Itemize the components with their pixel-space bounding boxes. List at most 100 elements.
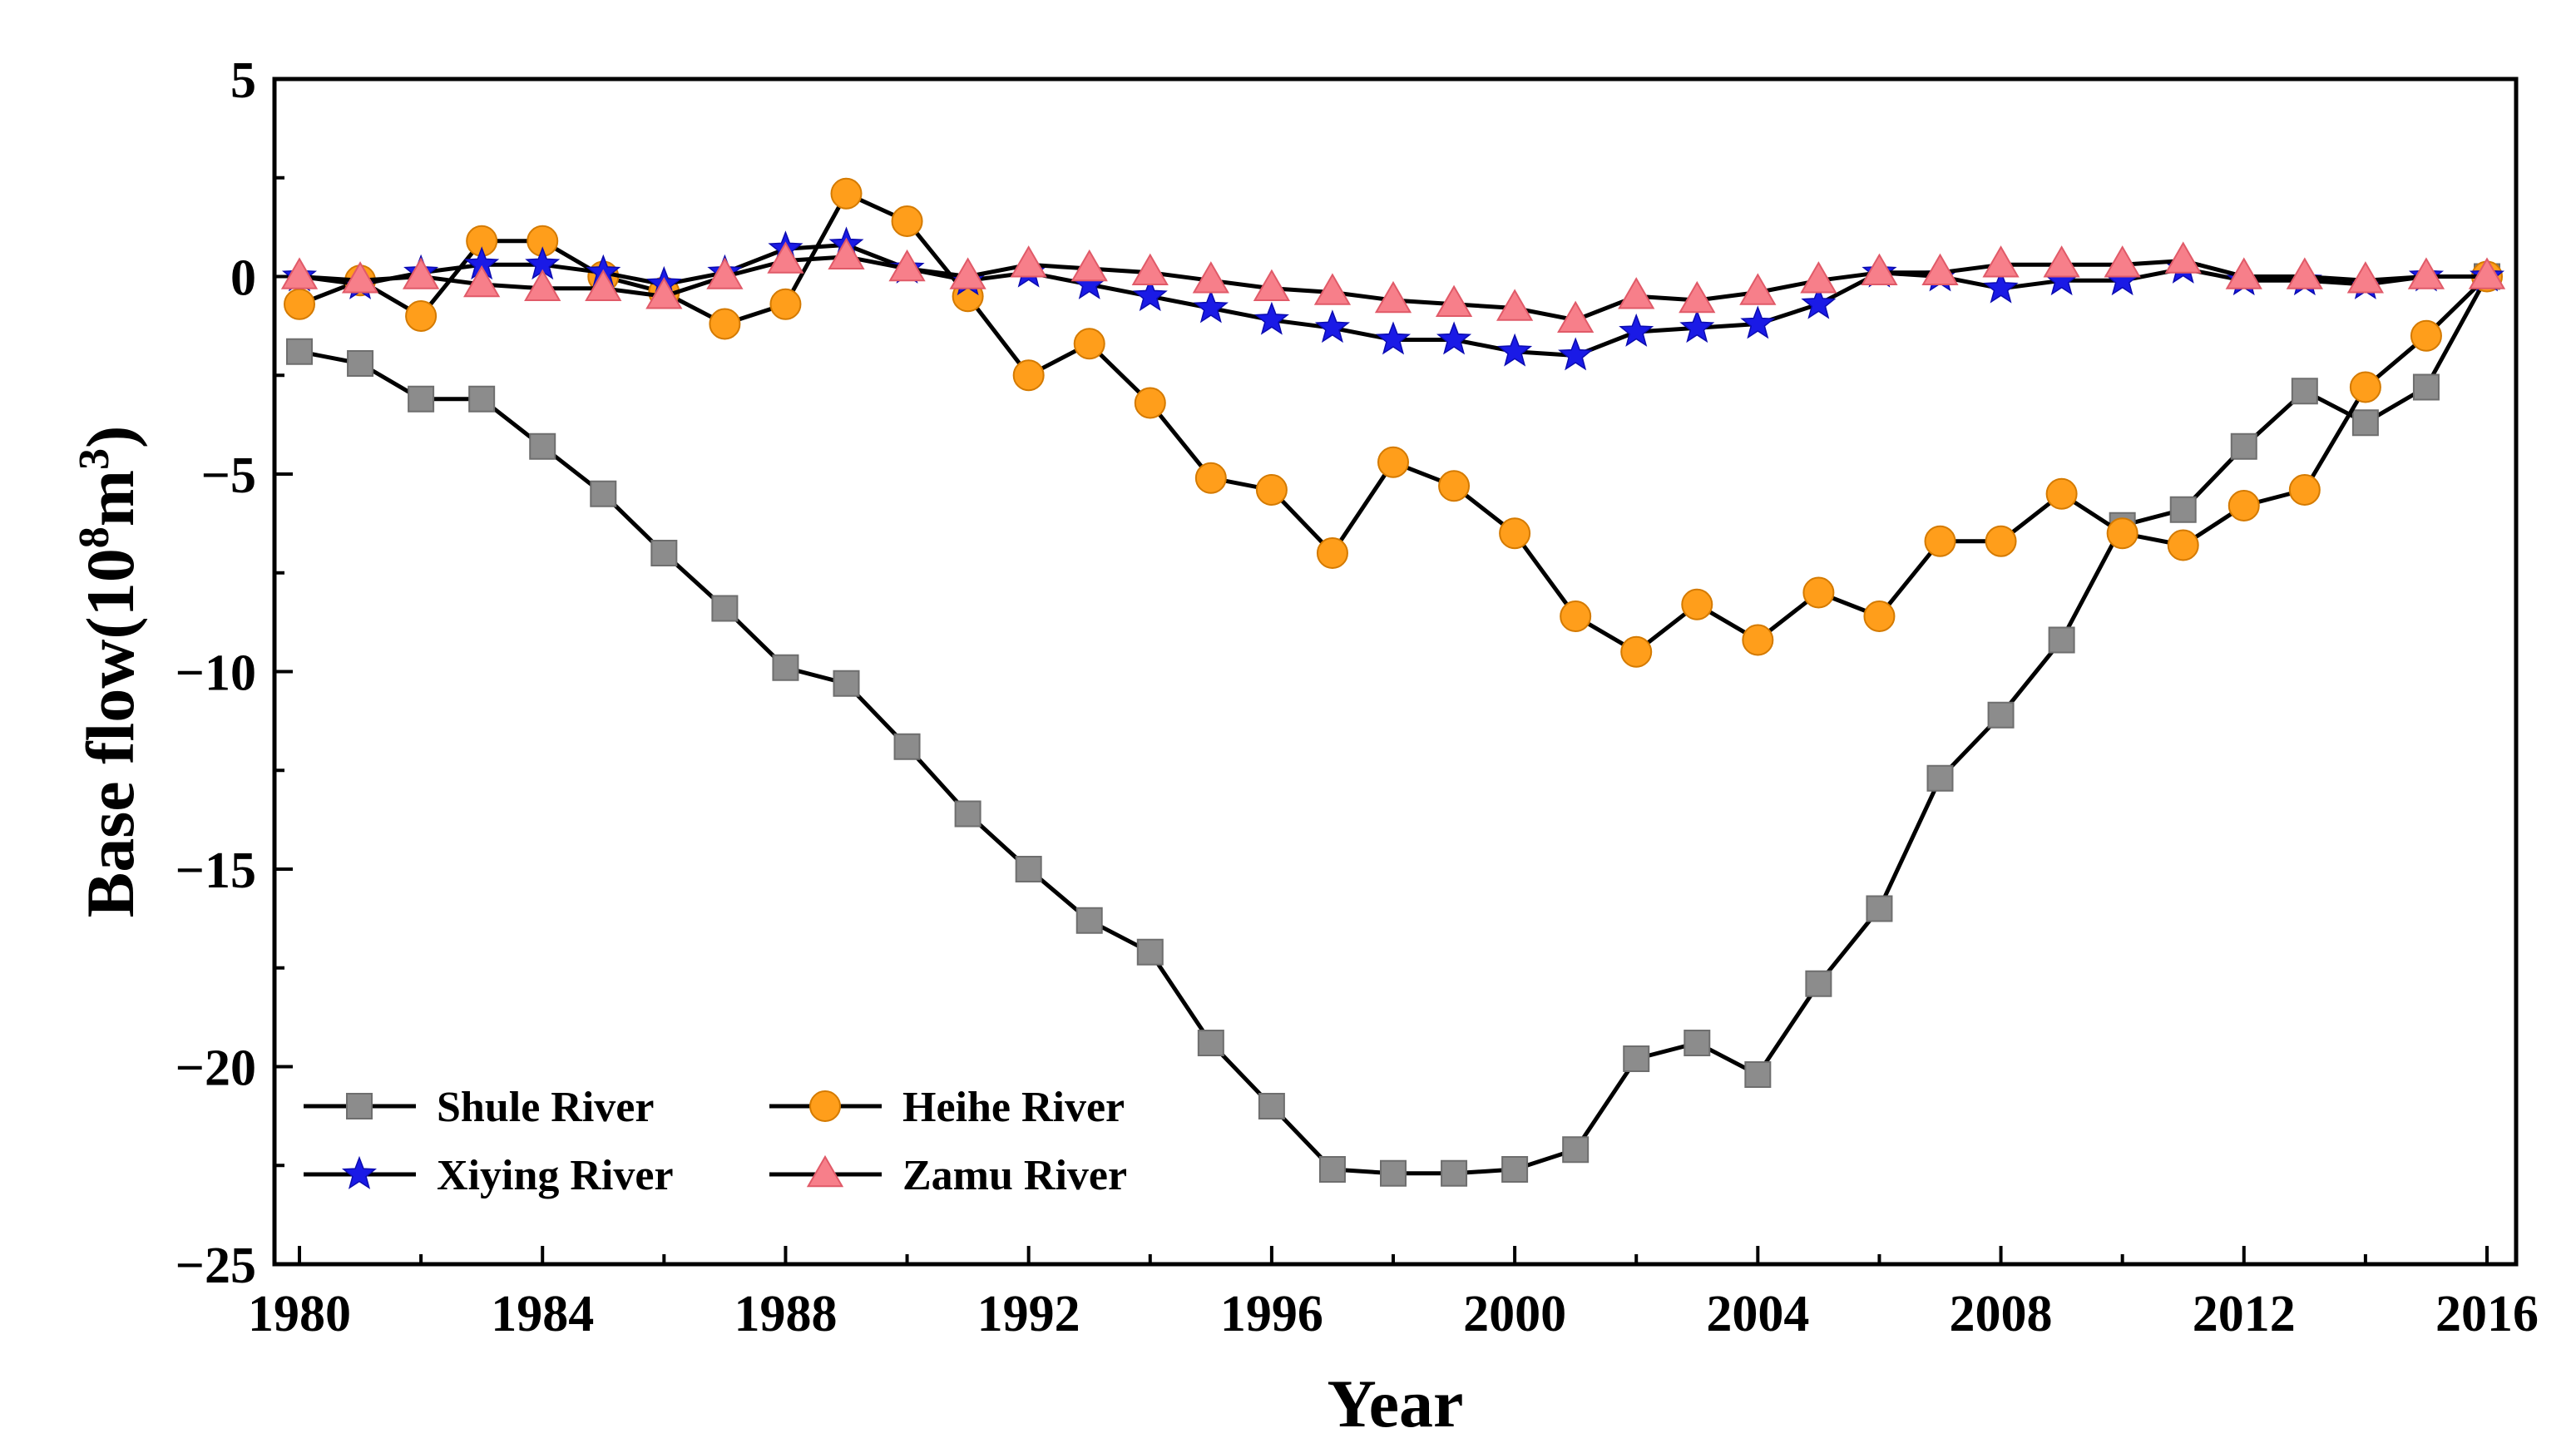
data-point-square-2011 bbox=[2169, 496, 2197, 523]
x-tick-label-1992: 1992 bbox=[977, 1286, 1080, 1342]
legend-label: Xiying River bbox=[437, 1152, 674, 1199]
data-point-circle-2009 bbox=[2045, 477, 2078, 510]
data-point-square-1997 bbox=[1318, 1156, 1346, 1183]
data-point-square-1987 bbox=[711, 595, 739, 622]
data-point-triangle-1983 bbox=[463, 264, 501, 298]
data-point-triangle-1986 bbox=[645, 277, 683, 309]
data-point-triangle-1982 bbox=[402, 257, 440, 289]
data-point-square-2009 bbox=[2048, 626, 2075, 654]
data-point-square-1985 bbox=[590, 480, 617, 507]
data-point-square-1998 bbox=[1380, 1159, 1407, 1187]
data-point-triangle-1987 bbox=[706, 257, 744, 289]
data-point-circle-1990 bbox=[891, 205, 923, 237]
data-point-circle-2012 bbox=[2227, 490, 2260, 521]
data-point-triangle-1992 bbox=[1010, 245, 1047, 278]
legend-marker bbox=[341, 1155, 378, 1189]
data-point-star-2002 bbox=[1619, 313, 1654, 347]
data-point-triangle-2009 bbox=[2043, 245, 2080, 278]
series-layer bbox=[280, 177, 2506, 1187]
data-point-circle-1998 bbox=[1377, 446, 1409, 478]
y-tick-label: −20 bbox=[176, 1040, 256, 1097]
data-point-square-1984 bbox=[529, 432, 556, 460]
y-axis-title-sup1: 8 bbox=[71, 526, 118, 548]
data-point-triangle-1985 bbox=[585, 269, 622, 302]
data-point-circle-1993 bbox=[1073, 328, 1105, 360]
data-point-circle-1988 bbox=[769, 288, 802, 320]
data-point-star-1996 bbox=[1253, 301, 1289, 335]
data-point-triangle-2001 bbox=[1557, 300, 1595, 334]
data-point-square-1995 bbox=[1197, 1030, 1224, 1056]
x-axis-title: Year bbox=[1328, 1366, 1464, 1441]
data-point-triangle-1996 bbox=[1253, 269, 1291, 302]
data-point-star-2004 bbox=[1740, 305, 1776, 339]
data-point-triangle-1993 bbox=[1070, 249, 1108, 282]
data-point-triangle-2010 bbox=[2104, 245, 2141, 278]
data-point-circle-2004 bbox=[1742, 624, 1774, 656]
x-tick-label-2000: 2000 bbox=[1463, 1286, 1566, 1342]
series-line bbox=[299, 275, 2489, 1176]
data-point-circle-1987 bbox=[709, 308, 741, 340]
data-point-circle-2014 bbox=[2349, 371, 2381, 403]
data-point-triangle-2003 bbox=[1679, 280, 1716, 314]
data-point-triangle-1995 bbox=[1192, 261, 1229, 294]
x-tick-labels: 1980 1984 1988 1992 1996 2000 2004 2008 2012 2016 bbox=[248, 1286, 2539, 1342]
legend-label: Heihe River bbox=[902, 1084, 1125, 1131]
y-axis-title-main: Base flow(10 bbox=[72, 548, 148, 917]
data-point-triangle-2015 bbox=[2407, 257, 2445, 289]
data-point-square-1988 bbox=[772, 654, 799, 681]
data-point-triangle-2007 bbox=[1921, 253, 1959, 286]
data-point-square-1989 bbox=[833, 670, 860, 697]
data-point-circle-2001 bbox=[1560, 600, 1592, 632]
data-point-square-2000 bbox=[1501, 1156, 1529, 1183]
plot-frame bbox=[272, 77, 2519, 1267]
data-point-triangle-1990 bbox=[888, 249, 926, 282]
data-point-triangle-1988 bbox=[767, 241, 804, 274]
data-point-square-1996 bbox=[1258, 1093, 1285, 1119]
data-point-star-2005 bbox=[1801, 285, 1837, 319]
y-axis-title-end: ) bbox=[72, 426, 148, 448]
data-point-square-2013 bbox=[2291, 378, 2318, 405]
y-tick-label: −15 bbox=[176, 843, 256, 899]
data-point-circle-2008 bbox=[1985, 525, 2017, 557]
legend-label: Zamu River bbox=[902, 1152, 1127, 1199]
data-point-triangle-2011 bbox=[2164, 241, 2202, 274]
data-point-circle-1989 bbox=[830, 177, 863, 210]
y-tick-label: −25 bbox=[176, 1238, 256, 1294]
data-point-star-1998 bbox=[1375, 321, 1412, 355]
data-point-square-2014 bbox=[2351, 409, 2379, 437]
data-point-circle-1996 bbox=[1255, 474, 1288, 506]
data-point-triangle-1981 bbox=[341, 261, 379, 294]
series-zamu-river bbox=[280, 237, 2506, 334]
data-point-circle-2015 bbox=[2410, 319, 2442, 352]
y-tick-labels: 5 0 −5 −10 −15 −20 −25 bbox=[176, 52, 256, 1294]
data-point-triangle-1999 bbox=[1435, 284, 1473, 318]
series-shule-river bbox=[286, 263, 2500, 1187]
data-point-circle-1992 bbox=[1012, 359, 1045, 392]
data-point-star-1999 bbox=[1436, 321, 1472, 355]
data-point-triangle-2004 bbox=[1739, 273, 1777, 305]
data-point-square-2006 bbox=[1866, 895, 1893, 922]
data-point-star-1995 bbox=[1193, 289, 1229, 324]
legend-entry-shule-river: Shule River bbox=[304, 1084, 654, 1131]
legend-entry-heihe-river: Heihe River bbox=[769, 1084, 1125, 1131]
data-point-square-1991 bbox=[954, 800, 981, 828]
series-heihe-river bbox=[284, 177, 2503, 668]
data-point-triangle-2002 bbox=[1618, 277, 1655, 309]
legend: Shule River Heihe River Xiying River Zamu R… bbox=[304, 1084, 1127, 1199]
legend-marker bbox=[806, 1154, 844, 1188]
data-point-square-1983 bbox=[468, 385, 496, 413]
y-tick-label: 0 bbox=[230, 250, 256, 307]
data-point-star-2001 bbox=[1558, 337, 1594, 371]
y-tick-label: 5 bbox=[230, 52, 256, 109]
data-point-circle-2010 bbox=[2106, 517, 2138, 550]
data-point-circle-2007 bbox=[1924, 525, 1956, 557]
data-point-triangle-2005 bbox=[1800, 261, 1837, 294]
legend-label: Shule River bbox=[437, 1084, 654, 1131]
data-point-square-1992 bbox=[1015, 856, 1042, 882]
data-point-square-1980 bbox=[286, 338, 313, 365]
data-point-triangle-2013 bbox=[2286, 257, 2323, 289]
x-tick-label-2004: 2004 bbox=[1706, 1286, 1809, 1342]
data-point-circle-1995 bbox=[1194, 462, 1227, 494]
data-point-triangle-1980 bbox=[280, 257, 319, 289]
